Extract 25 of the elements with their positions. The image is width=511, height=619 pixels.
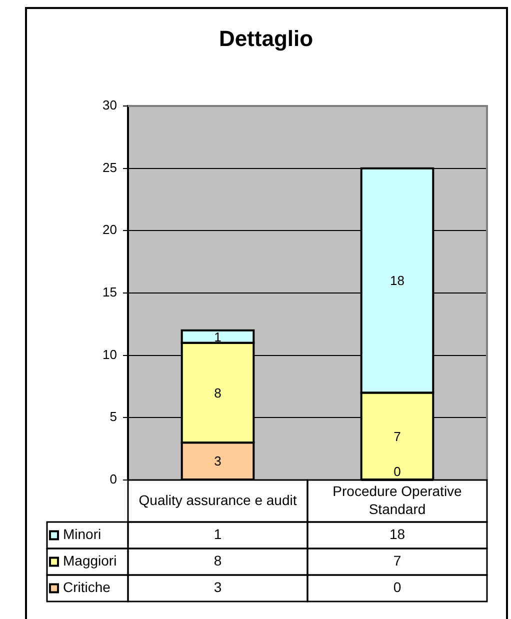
data-label: 18 [389,526,406,542]
legend-label: Minori [63,526,102,542]
y-tick-label: 5 [110,409,117,424]
annotation: 7 [394,428,401,444]
legend-label: Maggiori [63,552,117,569]
annotation: 3 [214,454,222,469]
y-tick-label: 25 [102,160,117,175]
data-label: 3 [214,579,222,596]
annotation: 18 [390,273,404,288]
y-tick-label: 20 [102,222,117,238]
legend-label: Critiche [63,579,111,596]
x-tick-label: Quality assurance e audit [138,492,297,508]
annotation: 1 [214,329,222,344]
data-label: 1 [214,526,222,542]
y-tick-label: 15 [102,284,117,300]
y-tick-label: 10 [102,346,117,362]
y-tick-label: 30 [102,98,117,113]
data-label: 7 [393,552,402,569]
y-tick-label: 0 [110,472,117,487]
annotation: 0 [394,464,401,479]
x-tick-label: Procedure Operative Standard [332,482,462,517]
data-label: 8 [214,552,222,569]
chart-title: Dettaglio [218,26,314,52]
data-label: 0 [393,579,402,596]
annotation: 8 [214,385,222,400]
